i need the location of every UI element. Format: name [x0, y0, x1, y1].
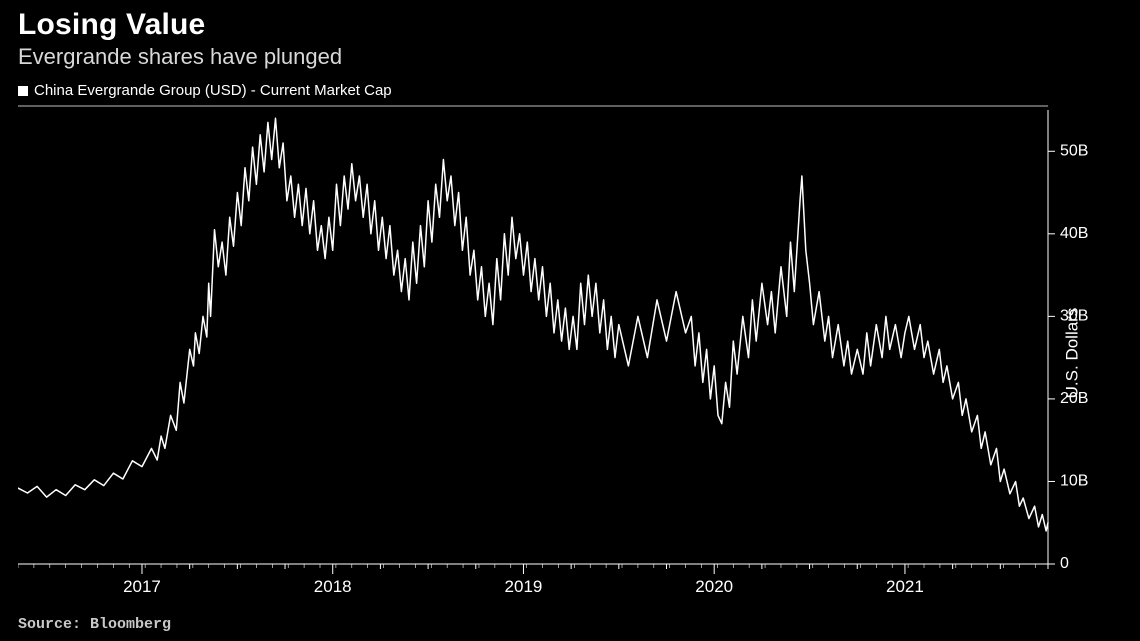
- chart-container: Losing Value Evergrande shares have plun…: [0, 0, 1140, 641]
- x-tick-label: 2018: [314, 577, 352, 596]
- source-text: Source: Bloomberg: [18, 616, 171, 633]
- chart-plot-area: 010B20B30B40B50B20172018201920202021 U.S…: [18, 104, 1122, 602]
- chart-title: Losing Value: [18, 8, 205, 42]
- y-axis-label: U.S. Dollars: [1063, 308, 1083, 399]
- x-tick-label: 2020: [695, 577, 733, 596]
- x-tick-label: 2021: [886, 577, 924, 596]
- y-tick-label: 50B: [1060, 142, 1088, 159]
- legend-marker-icon: [18, 86, 28, 96]
- y-tick-label: 40B: [1060, 225, 1088, 242]
- chart-svg: 010B20B30B40B50B20172018201920202021: [18, 104, 1122, 602]
- chart-subtitle: Evergrande shares have plunged: [18, 44, 342, 70]
- x-tick-label: 2019: [505, 577, 543, 596]
- chart-legend: China Evergrande Group (USD) - Current M…: [18, 82, 392, 99]
- y-tick-label: 0: [1060, 555, 1069, 572]
- series-line: [18, 118, 1048, 531]
- legend-text: China Evergrande Group (USD) - Current M…: [34, 82, 392, 99]
- x-tick-label: 2017: [123, 577, 161, 596]
- y-tick-label: 10B: [1060, 473, 1088, 490]
